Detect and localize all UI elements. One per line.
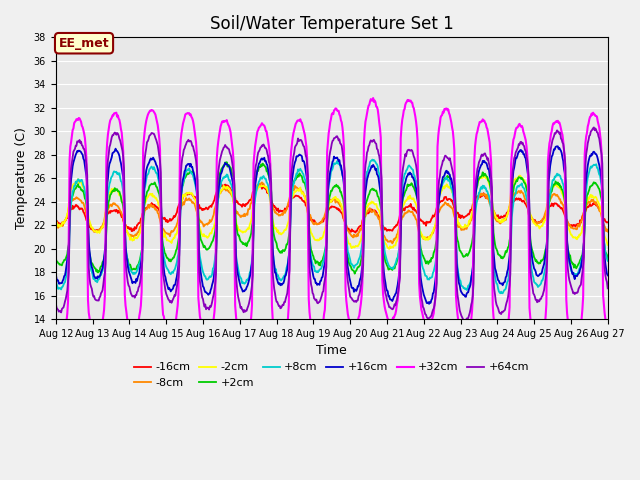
- +8cm: [323, 215, 331, 220]
- -8cm: [258, 180, 266, 185]
- -2cm: [197, 228, 205, 233]
- +32cm: [323, 149, 331, 155]
- -16cm: [555, 203, 563, 208]
- -16cm: [197, 205, 205, 211]
- Line: +16cm: +16cm: [56, 146, 608, 304]
- +8cm: [604, 258, 612, 264]
- +64cm: [431, 296, 439, 301]
- +16cm: [555, 146, 563, 152]
- +64cm: [377, 167, 385, 172]
- +16cm: [197, 269, 205, 275]
- -16cm: [218, 181, 225, 187]
- -2cm: [516, 173, 524, 179]
- +32cm: [378, 208, 385, 214]
- +16cm: [52, 271, 60, 276]
- -8cm: [388, 240, 396, 246]
- -2cm: [555, 184, 563, 190]
- +64cm: [461, 319, 468, 324]
- -8cm: [378, 228, 385, 233]
- +8cm: [432, 256, 440, 262]
- -2cm: [52, 222, 60, 228]
- +64cm: [590, 124, 598, 130]
- -8cm: [197, 219, 205, 225]
- -8cm: [433, 215, 440, 220]
- -8cm: [52, 222, 60, 228]
- +2cm: [604, 256, 612, 262]
- +32cm: [555, 120, 563, 126]
- Title: Soil/Water Temperature Set 1: Soil/Water Temperature Set 1: [210, 15, 454, 33]
- Legend: -16cm, -8cm, -2cm, +2cm, +8cm, +16cm, +32cm, +64cm: -16cm, -8cm, -2cm, +2cm, +8cm, +16cm, +3…: [130, 358, 533, 392]
- +16cm: [553, 144, 561, 149]
- +32cm: [432, 287, 440, 293]
- -16cm: [52, 218, 60, 224]
- +8cm: [555, 171, 563, 177]
- +8cm: [52, 280, 60, 286]
- -2cm: [173, 230, 180, 236]
- +64cm: [604, 286, 612, 291]
- +2cm: [351, 271, 358, 276]
- +32cm: [604, 326, 612, 332]
- Line: -2cm: -2cm: [56, 176, 608, 249]
- Y-axis label: Temperature (C): Temperature (C): [15, 127, 28, 229]
- -16cm: [433, 205, 440, 211]
- +64cm: [52, 300, 60, 306]
- -2cm: [385, 246, 393, 252]
- -8cm: [604, 228, 612, 234]
- -16cm: [324, 208, 332, 214]
- +2cm: [378, 226, 386, 231]
- +2cm: [52, 255, 60, 261]
- -8cm: [173, 221, 180, 227]
- Line: -16cm: -16cm: [56, 184, 608, 232]
- +2cm: [197, 236, 205, 242]
- +64cm: [197, 284, 205, 289]
- -8cm: [324, 202, 332, 207]
- +2cm: [223, 159, 230, 165]
- +8cm: [378, 189, 385, 195]
- +64cm: [323, 216, 331, 222]
- +16cm: [323, 217, 331, 223]
- +32cm: [173, 309, 180, 315]
- +16cm: [604, 273, 612, 278]
- -2cm: [377, 215, 385, 220]
- Line: -8cm: -8cm: [56, 182, 608, 243]
- +32cm: [197, 317, 205, 323]
- -16cm: [378, 223, 386, 228]
- +2cm: [324, 205, 332, 211]
- +32cm: [369, 95, 377, 101]
- +8cm: [369, 156, 376, 162]
- +8cm: [497, 290, 504, 296]
- -16cm: [173, 210, 180, 216]
- +16cm: [432, 272, 440, 278]
- Line: +32cm: +32cm: [56, 98, 608, 348]
- Line: +64cm: +64cm: [56, 127, 608, 322]
- +16cm: [425, 301, 433, 307]
- -2cm: [432, 217, 440, 223]
- -8cm: [555, 194, 563, 200]
- +2cm: [555, 182, 563, 188]
- +8cm: [173, 259, 180, 265]
- +2cm: [433, 237, 440, 242]
- +64cm: [554, 129, 562, 135]
- Text: EE_met: EE_met: [59, 37, 109, 50]
- +16cm: [173, 274, 180, 279]
- Line: +8cm: +8cm: [56, 159, 608, 293]
- +32cm: [52, 334, 60, 340]
- Line: +2cm: +2cm: [56, 162, 608, 274]
- -16cm: [351, 229, 359, 235]
- -16cm: [604, 219, 612, 225]
- +32cm: [536, 346, 543, 351]
- +64cm: [173, 284, 180, 289]
- +2cm: [173, 246, 180, 252]
- X-axis label: Time: Time: [316, 344, 347, 357]
- +16cm: [377, 192, 385, 198]
- -2cm: [323, 210, 331, 216]
- -2cm: [604, 242, 612, 248]
- +8cm: [197, 258, 205, 264]
